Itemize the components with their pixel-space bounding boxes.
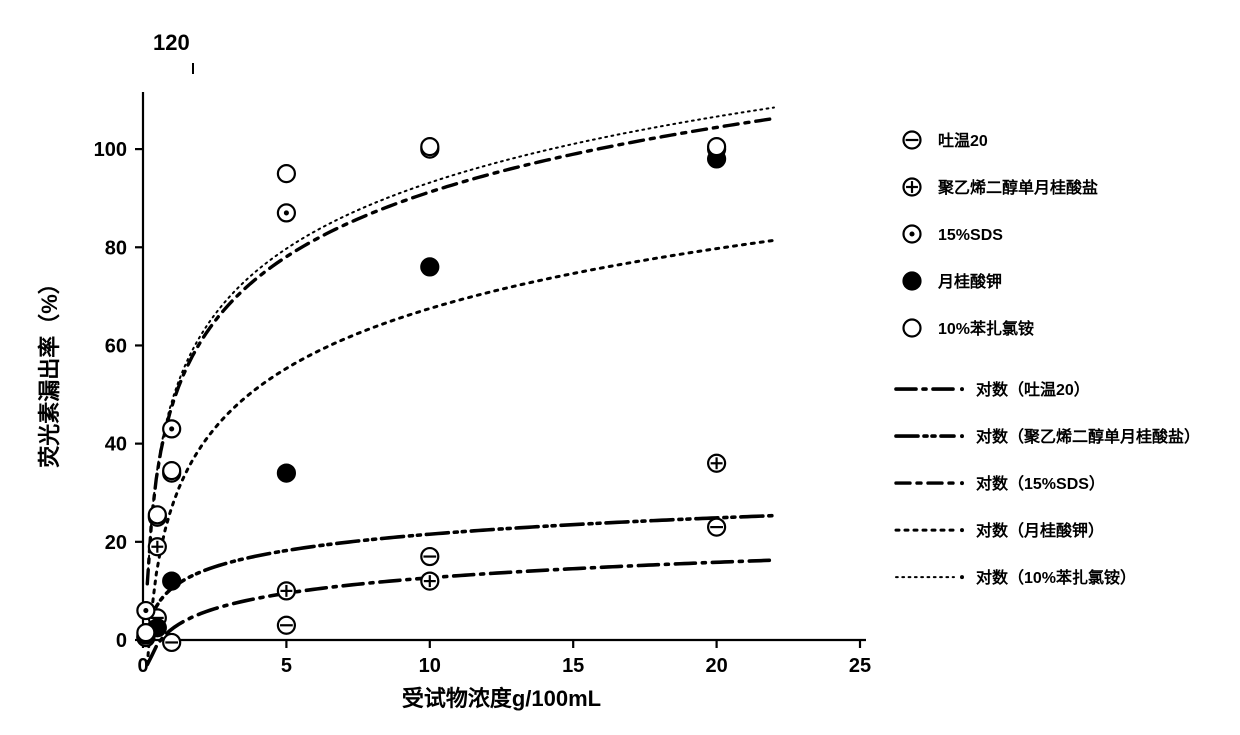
chart-container: 1200510152025020406080100受试物浓度g/100mL荧光素… [0, 0, 1240, 735]
marker [421, 548, 438, 565]
marker [278, 617, 295, 634]
x-tick-label: 25 [849, 655, 871, 677]
marker [163, 573, 180, 590]
marker [904, 132, 921, 149]
marker [904, 179, 921, 196]
marker [163, 462, 180, 479]
marker [278, 465, 295, 482]
x-tick-label: 15 [562, 655, 584, 677]
y-tick-label: 20 [105, 532, 127, 554]
legend-label: 15%SDS [938, 227, 1003, 244]
y-tick-label: 80 [105, 237, 127, 259]
x-tick-label: 10 [419, 655, 441, 677]
marker [421, 138, 438, 155]
marker [421, 573, 438, 590]
stray-label-120: 120 [153, 30, 190, 55]
legend-label: 对数（聚乙烯二醇单月桂酸盐） [976, 427, 1200, 446]
y-tick-label: 40 [105, 434, 127, 456]
chart-svg: 1200510152025020406080100受试物浓度g/100mL荧光素… [0, 0, 1240, 735]
legend-label: 聚乙烯二醇单月桂酸盐 [937, 178, 1098, 197]
y-axis-label: 荧光素漏出率（%） [37, 272, 62, 468]
marker [708, 455, 725, 472]
marker [421, 258, 438, 275]
marker [137, 602, 154, 619]
marker [137, 624, 154, 641]
marker [278, 582, 295, 599]
y-tick-label: 60 [105, 335, 127, 357]
x-tick-label: 5 [281, 655, 292, 677]
marker [278, 165, 295, 182]
y-tick-label: 0 [116, 630, 127, 652]
legend-label: 对数（10%苯扎氯铵） [976, 568, 1136, 587]
legend-label: 吐温20 [938, 132, 988, 150]
marker [708, 519, 725, 536]
marker [278, 204, 295, 221]
marker [904, 273, 921, 290]
x-axis-label: 受试物浓度g/100mL [402, 686, 601, 711]
marker [708, 138, 725, 155]
marker [163, 420, 180, 437]
legend-label: 对数（吐温20） [976, 380, 1090, 399]
legend-label: 对数（15%SDS） [976, 474, 1105, 493]
y-tick-label: 100 [94, 139, 127, 161]
marker [149, 538, 166, 555]
legend-label: 10%苯扎氯铵 [938, 319, 1034, 338]
x-tick-label: 20 [705, 655, 727, 677]
marker [904, 320, 921, 337]
marker [163, 634, 180, 651]
marker [149, 506, 166, 523]
legend-label: 月桂酸钾 [937, 272, 1002, 291]
legend-label: 对数（月桂酸钾） [976, 521, 1104, 540]
marker [904, 226, 921, 243]
